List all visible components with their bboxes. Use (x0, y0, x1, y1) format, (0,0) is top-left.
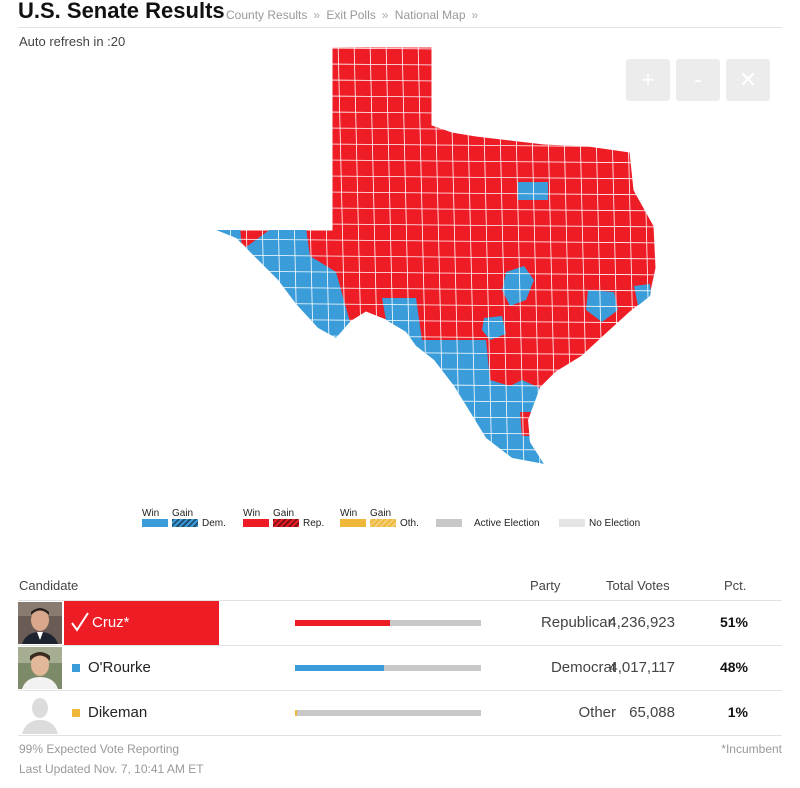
rep-gain-swatch (273, 519, 299, 527)
vote-share-bar (295, 710, 481, 716)
county-border (216, 462, 656, 464)
cruz-avatar (18, 602, 62, 644)
zoom-reset-button[interactable]: ✕ (726, 59, 770, 101)
dem-county-cluster (502, 266, 534, 306)
county-border (216, 270, 656, 276)
dem-county-cluster (518, 182, 548, 200)
votes-header: Total Votes (606, 578, 670, 593)
oth-win-swatch (340, 519, 366, 527)
legend-gain-label: Gain (273, 508, 295, 519)
orourke-name-cell: O'Rourke (64, 646, 219, 690)
county-border (216, 382, 656, 388)
vote-share-bar (295, 665, 481, 671)
county-border (216, 47, 221, 464)
candidate-header: Candidate (19, 578, 79, 593)
legend-win-label: Win (340, 508, 358, 519)
candidate-party: Republican (540, 614, 616, 631)
county-border (241, 47, 253, 464)
candidate-votes: 4,017,117 (609, 659, 675, 676)
legend-win-label: Win (142, 508, 160, 519)
county-border (216, 78, 656, 84)
party-header: Party (530, 578, 561, 593)
county-border (658, 40, 668, 470)
vote-share-fill (295, 620, 390, 626)
candidate-pct: 1% (727, 704, 748, 720)
candidate-votes: 4,236,923 (608, 614, 675, 631)
separator: » (471, 8, 479, 22)
candidate-name: Cruz* (92, 614, 130, 631)
separator: » (313, 8, 321, 22)
divider (18, 600, 782, 601)
county-border (216, 254, 656, 260)
rep-win-swatch (243, 519, 269, 527)
dikeman-avatar-placeholder (18, 692, 62, 734)
separator: » (381, 8, 389, 22)
no-election-swatch (559, 519, 585, 527)
page-title: U.S. Senate Results (18, 0, 225, 23)
county-border (216, 430, 656, 436)
county-border (216, 110, 656, 116)
breadcrumb: County Results » Exit Polls » National Map… (226, 8, 481, 22)
zoom-out-button[interactable]: - (676, 59, 720, 101)
candidate-name: Dikeman (88, 704, 148, 721)
legend-none-label: No Election (589, 518, 641, 529)
candidate-party: Democrat (550, 659, 616, 676)
legend-active-label: Active Election (474, 518, 540, 529)
legend-dem-label: Dem. (202, 518, 226, 529)
candidate-pct: 51% (719, 614, 748, 630)
candidate-votes: 65,088 (629, 704, 675, 721)
dem-county-cluster (482, 316, 506, 340)
zoom-in-button[interactable]: + (626, 59, 670, 101)
dem-win-swatch (142, 519, 168, 527)
candidate-party: Other (578, 704, 616, 721)
incumbent-note: *Incumbent (721, 742, 782, 756)
dem-county-cluster (586, 290, 618, 322)
county-border (216, 414, 656, 420)
cruz-name-cell: Cruz* (64, 601, 219, 645)
county-border (225, 47, 237, 464)
header: U.S. Senate Results County Results » Exit… (18, 0, 782, 28)
winner-check-icon (71, 612, 89, 632)
exit-polls-link[interactable]: Exit Polls (326, 8, 376, 22)
map-legend: Win Gain Dem. Win Gain Rep. Win Gain Oth… (0, 508, 800, 534)
county-border (216, 62, 656, 68)
legend-gain-label: Gain (172, 508, 194, 519)
orourke-avatar (18, 647, 62, 689)
party-color-dot (72, 664, 80, 672)
national-map-link[interactable]: National Map (394, 8, 466, 22)
reporting-status: 99% Expected Vote Reporting (19, 742, 180, 756)
auto-refresh-text: Auto refresh in :20 (19, 34, 126, 49)
dem-gain-swatch (172, 519, 198, 527)
dikeman-name-cell: Dikeman (64, 691, 219, 735)
vote-share-fill (295, 665, 385, 671)
active-election-swatch (436, 519, 462, 527)
vote-share-bar (295, 620, 481, 626)
texas-county-map[interactable] (210, 40, 670, 470)
legend-gain-label: Gain (370, 508, 392, 519)
legend-oth-label: Oth. (400, 518, 419, 529)
county-border (216, 238, 656, 244)
county-border (216, 286, 656, 292)
candidate-name: O'Rourke (88, 659, 151, 676)
oth-gain-swatch (370, 519, 396, 527)
legend-rep-label: Rep. (303, 518, 325, 529)
candidate-row-cruz[interactable]: Cruz* Republican 4,236,923 51% (18, 601, 782, 646)
candidate-row-dikeman[interactable]: Dikeman Other 65,088 1% (18, 691, 782, 736)
dem-counties-south (382, 298, 544, 464)
county-results-link[interactable]: County Results (226, 8, 308, 22)
last-updated: Last Updated Nov. 7, 10:41 AM ET (19, 762, 204, 776)
pct-header: Pct. (724, 578, 747, 593)
party-color-dot (72, 709, 80, 717)
vote-share-fill (295, 710, 297, 716)
legend-win-label: Win (243, 508, 261, 519)
county-border (216, 47, 656, 52)
county-border (216, 446, 656, 452)
county-border (216, 94, 656, 100)
candidate-row-orourke[interactable]: O'Rourke Democrat 4,017,117 48% (18, 646, 782, 691)
candidate-pct: 48% (719, 659, 748, 675)
county-border (216, 398, 656, 404)
